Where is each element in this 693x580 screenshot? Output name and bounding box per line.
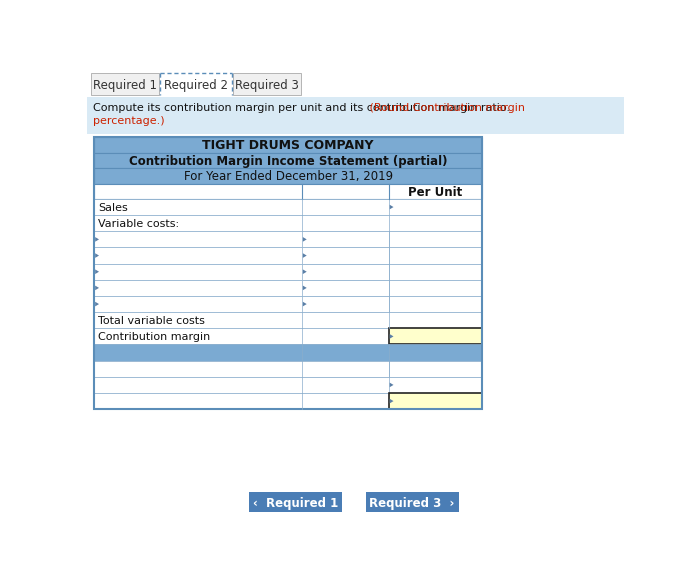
Bar <box>94 361 482 377</box>
Bar <box>94 248 482 264</box>
Text: TIGHT DRUMS COMPANY: TIGHT DRUMS COMPANY <box>202 139 374 153</box>
Text: Contribution margin: Contribution margin <box>98 332 211 342</box>
Text: Variable costs:: Variable costs: <box>98 219 179 229</box>
Bar <box>94 393 482 409</box>
Bar <box>302 296 389 312</box>
Bar <box>94 137 482 409</box>
Polygon shape <box>389 399 394 404</box>
Text: Per Unit: Per Unit <box>408 186 462 198</box>
Polygon shape <box>95 237 99 242</box>
Bar <box>233 74 301 95</box>
Text: Contribution Margin Income Statement (partial): Contribution Margin Income Statement (pa… <box>129 155 448 168</box>
Polygon shape <box>95 302 99 306</box>
Text: Sales: Sales <box>98 203 128 213</box>
Polygon shape <box>95 285 99 290</box>
Bar <box>94 137 482 153</box>
Text: Required 3  ›: Required 3 › <box>369 496 455 510</box>
Text: percentage.): percentage.) <box>93 116 164 126</box>
Bar <box>94 280 482 296</box>
Bar <box>87 96 624 133</box>
Polygon shape <box>303 237 307 242</box>
Text: Required 1: Required 1 <box>93 78 157 92</box>
Polygon shape <box>303 285 307 290</box>
Text: Compute its contribution margin per unit and its contribution margin ratio.: Compute its contribution margin per unit… <box>93 103 510 113</box>
Text: Required 2: Required 2 <box>164 78 228 92</box>
Text: Required 3: Required 3 <box>235 78 299 92</box>
Bar <box>249 492 342 512</box>
Bar <box>94 345 482 361</box>
Bar <box>94 168 482 183</box>
Bar <box>94 231 482 248</box>
Polygon shape <box>303 253 307 258</box>
Bar <box>302 280 389 296</box>
Text: For Year Ended December 31, 2019: For Year Ended December 31, 2019 <box>184 170 393 183</box>
Polygon shape <box>389 334 394 339</box>
Bar <box>94 377 482 393</box>
Bar <box>160 74 231 95</box>
Text: (Round Contribution margin: (Round Contribution margin <box>366 103 525 113</box>
Bar <box>94 199 482 215</box>
Bar <box>94 183 482 199</box>
Polygon shape <box>303 270 307 274</box>
Bar <box>302 264 389 280</box>
Bar <box>94 153 482 168</box>
Bar <box>94 328 482 345</box>
Polygon shape <box>389 383 394 387</box>
Bar <box>94 296 482 312</box>
Polygon shape <box>95 253 99 258</box>
Bar <box>366 492 459 512</box>
Bar <box>302 248 389 264</box>
Text: Total variable costs: Total variable costs <box>98 316 205 326</box>
Bar <box>389 377 482 393</box>
Bar <box>389 328 482 345</box>
Polygon shape <box>95 270 99 274</box>
Polygon shape <box>389 205 394 209</box>
Bar <box>94 312 482 328</box>
Text: ‹  Required 1: ‹ Required 1 <box>253 496 338 510</box>
Bar <box>302 231 389 248</box>
Polygon shape <box>303 302 307 306</box>
Bar <box>302 361 389 377</box>
Bar <box>389 199 482 215</box>
Bar <box>91 74 159 95</box>
Bar <box>389 393 482 409</box>
Bar <box>94 264 482 280</box>
Bar <box>94 215 482 231</box>
